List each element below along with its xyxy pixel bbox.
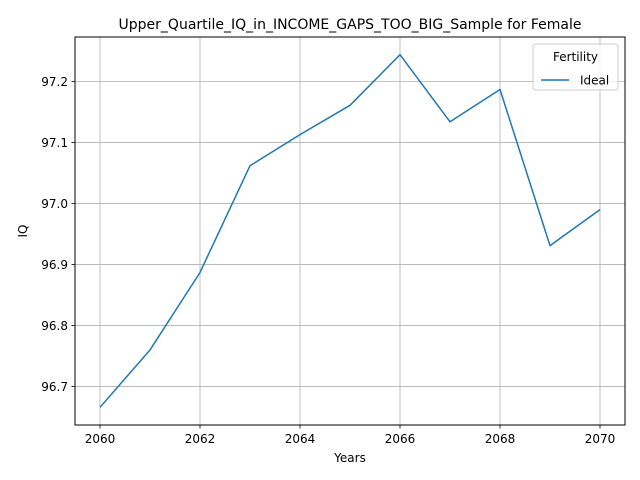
x-tick-label: 2060 (85, 432, 116, 446)
x-axis-ticks: 2060 2062 2064 2066 2068 2070 (85, 425, 616, 446)
legend-label-ideal: Ideal (580, 74, 609, 88)
y-tick-label: 96.7 (41, 380, 68, 394)
y-axis-label: IQ (16, 225, 30, 238)
x-tick-label: 2068 (485, 432, 516, 446)
legend: Fertility Ideal (532, 43, 619, 91)
y-axis-ticks: 96.7 96.8 96.9 97.0 97.1 97.2 (41, 75, 75, 394)
legend-box (532, 43, 619, 91)
x-tick-label: 2062 (185, 432, 216, 446)
x-axis-label: Years (333, 451, 366, 465)
grid (75, 37, 625, 425)
x-tick-label: 2064 (285, 432, 316, 446)
chart-title: Upper_Quartile_IQ_in_INCOME_GAPS_TOO_BIG… (119, 17, 582, 33)
y-tick-label: 97.2 (41, 75, 68, 89)
plot-frame (74, 36, 626, 426)
x-tick-label: 2070 (585, 432, 616, 446)
y-tick-label: 97.1 (41, 136, 68, 150)
y-tick-label: 97.0 (41, 197, 68, 211)
y-tick-label: 96.9 (41, 258, 68, 272)
series-layer (99, 53, 601, 408)
legend-title: Fertility (553, 50, 598, 64)
y-tick-label: 96.8 (41, 319, 68, 333)
series-line-ideal (99, 53, 601, 408)
x-tick-label: 2066 (385, 432, 416, 446)
